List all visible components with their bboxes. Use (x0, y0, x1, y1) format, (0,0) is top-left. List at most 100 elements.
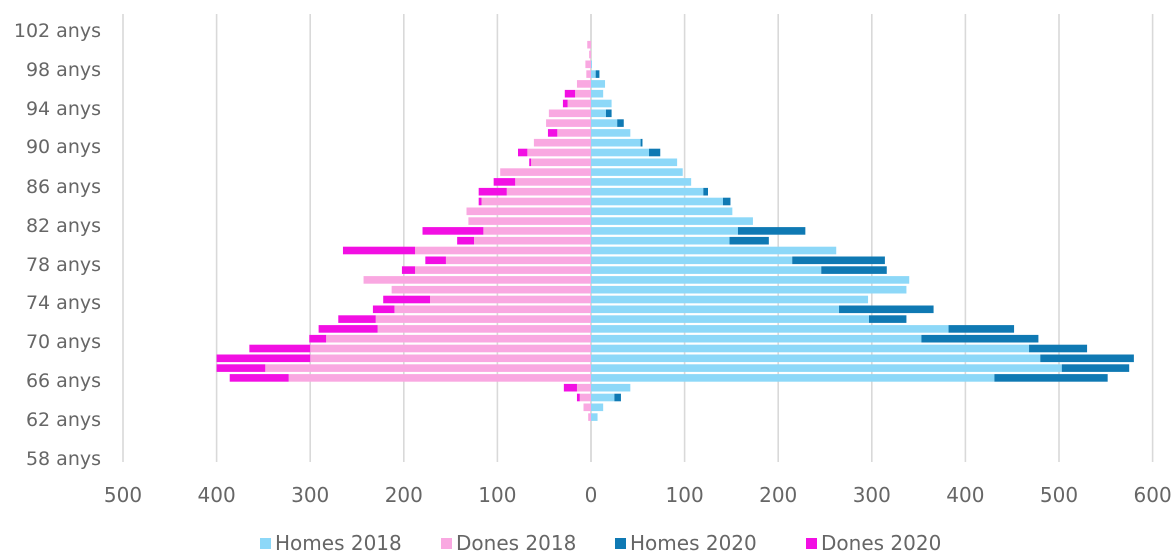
bar-dones-2020-age-77 (425, 256, 446, 265)
bar-homes-2020-age-83 (722, 197, 731, 206)
bar-homes-2018-age-96 (591, 70, 596, 78)
bar-homes-2020-age-68 (1029, 344, 1088, 353)
x-tick-label: 0 (585, 483, 598, 507)
bar-dones-2020-age-88 (517, 148, 528, 157)
bar-homes-2020-age-72 (839, 305, 934, 314)
bar-homes-2020-age-70 (948, 325, 1015, 333)
bar-dones-2020-age-85 (493, 178, 516, 186)
bar-dones-2020-age-87 (529, 158, 532, 167)
bar-dones-2018-age-84 (506, 187, 591, 196)
bar-homes-2018-age-68 (591, 344, 1030, 353)
bar-homes-2020-age-96 (595, 70, 600, 78)
bar-dones-2018-age-92 (548, 109, 591, 118)
bar-homes-2018-age-94 (591, 89, 604, 98)
bar-dones-2018-age-83 (481, 197, 591, 206)
bar-dones-2018-age-77 (445, 256, 591, 265)
bar-homes-2018-age-66 (591, 364, 1062, 372)
bar-dones-2018-age-66 (265, 364, 591, 372)
bar-dones-2020-age-64 (563, 383, 577, 392)
bar-dones-2018-age-65 (288, 374, 591, 382)
bar-dones-2018-age-63 (579, 393, 591, 402)
y-tick-label: 90 anys (26, 136, 101, 158)
bar-homes-2018-age-87 (591, 158, 678, 167)
bar-dones-2020-age-94 (564, 89, 576, 98)
bar-dones-2018-age-81 (468, 217, 591, 225)
bar-homes-2018-age-75 (591, 276, 910, 284)
bar-dones-2018-age-82 (466, 207, 591, 216)
x-tick-label: 300 (853, 483, 891, 507)
bar-dones-2020-age-68 (249, 344, 311, 353)
x-tick-label: 400 (946, 483, 984, 507)
bar-dones-2020-age-80 (422, 227, 484, 235)
bar-dones-2018-age-72 (394, 305, 591, 314)
bar-dones-2020-age-73 (383, 295, 431, 304)
y-tick-label: 66 anys (26, 370, 101, 392)
bar-dones-2020-age-65 (229, 374, 289, 382)
legend-swatch (260, 538, 271, 549)
bar-dones-2018-age-97 (585, 60, 591, 69)
bar-dones-2018-age-86 (500, 168, 591, 176)
bar-homes-2020-age-77 (792, 256, 885, 265)
bar-dones-2018-age-88 (527, 148, 591, 157)
bar-homes-2018-age-77 (591, 256, 793, 265)
bar-homes-2020-age-88 (649, 148, 661, 157)
bar-homes-2020-age-92 (605, 109, 612, 118)
bar-dones-2018-age-73 (430, 295, 591, 304)
bar-homes-2020-age-71 (868, 315, 907, 323)
bar-homes-2020-age-84 (703, 187, 708, 196)
legend-label: Homes 2020 (630, 531, 757, 554)
bar-dones-2018-age-74 (391, 285, 591, 294)
bar-homes-2018-age-76 (591, 266, 822, 274)
bar-dones-2018-age-87 (531, 158, 591, 167)
legend-swatch (806, 538, 817, 549)
bar-dones-2018-age-85 (515, 178, 591, 186)
bar-homes-2018-age-80 (591, 227, 738, 235)
bar-homes-2018-age-90 (591, 129, 631, 137)
bar-dones-2018-age-67 (310, 354, 591, 363)
bar-homes-2018-age-95 (591, 80, 606, 88)
x-tick-label: 300 (291, 483, 329, 507)
bar-dones-2018-age-96 (586, 70, 591, 78)
bar-dones-2018-age-79 (474, 236, 591, 245)
bar-homes-2018-age-97 (591, 60, 592, 69)
x-axis-tick-labels: 500 400 300 200 100 0 100 200 300 400 500 600 (104, 483, 1172, 507)
bar-homes-2018-age-91 (591, 119, 618, 127)
bar-homes-2020-age-63 (614, 393, 621, 402)
x-tick-label: 600 (1134, 483, 1172, 507)
bar-dones-2018-age-62 (583, 403, 591, 412)
legend-swatch (441, 538, 452, 549)
bar-homes-2018-age-71 (591, 315, 869, 323)
y-tick-label: 78 anys (26, 254, 101, 276)
bar-dones-2018-age-76 (415, 266, 591, 274)
x-tick-label: 200 (759, 483, 797, 507)
bar-homes-2020-age-89 (640, 138, 643, 147)
legend-item: Dones 2018 (441, 531, 576, 555)
bar-homes-2018-age-64 (591, 383, 631, 392)
bar-homes-2018-age-82 (591, 207, 733, 216)
bar-homes-2018-age-61 (591, 413, 598, 421)
bar-dones-2018-age-64 (576, 383, 591, 392)
x-tick-label: 400 (198, 483, 236, 507)
bar-homes-2018-age-70 (591, 325, 949, 333)
bar-homes-2018-age-93 (591, 99, 612, 108)
bar-dones-2018-age-90 (557, 129, 591, 137)
bar-homes-2018-age-67 (591, 354, 1041, 363)
x-tick-label: 100 (478, 483, 516, 507)
y-tick-label: 70 anys (26, 331, 101, 353)
bar-dones-2020-age-71 (338, 315, 376, 323)
bar-dones-2020-age-78 (342, 246, 416, 255)
bar-dones-2020-age-93 (562, 99, 568, 108)
bar-homes-2018-age-89 (591, 138, 641, 147)
bar-dones-2018-age-78 (415, 246, 591, 255)
bar-homes-2018-age-73 (591, 295, 869, 304)
y-tick-label: 86 anys (26, 176, 101, 198)
x-tick-label: 200 (385, 483, 423, 507)
bar-dones-2018-age-71 (375, 315, 591, 323)
y-axis-tick-labels: 102 anys 98 anys 94 anys 90 anys 86 anys 82 a… (14, 20, 101, 470)
bar-homes-2020-age-79 (729, 236, 769, 245)
bar-dones-2020-age-72 (372, 305, 395, 314)
legend-label: Dones 2020 (821, 531, 941, 554)
bar-homes-2018-age-83 (591, 197, 723, 206)
x-tick-label: 500 (104, 483, 142, 507)
